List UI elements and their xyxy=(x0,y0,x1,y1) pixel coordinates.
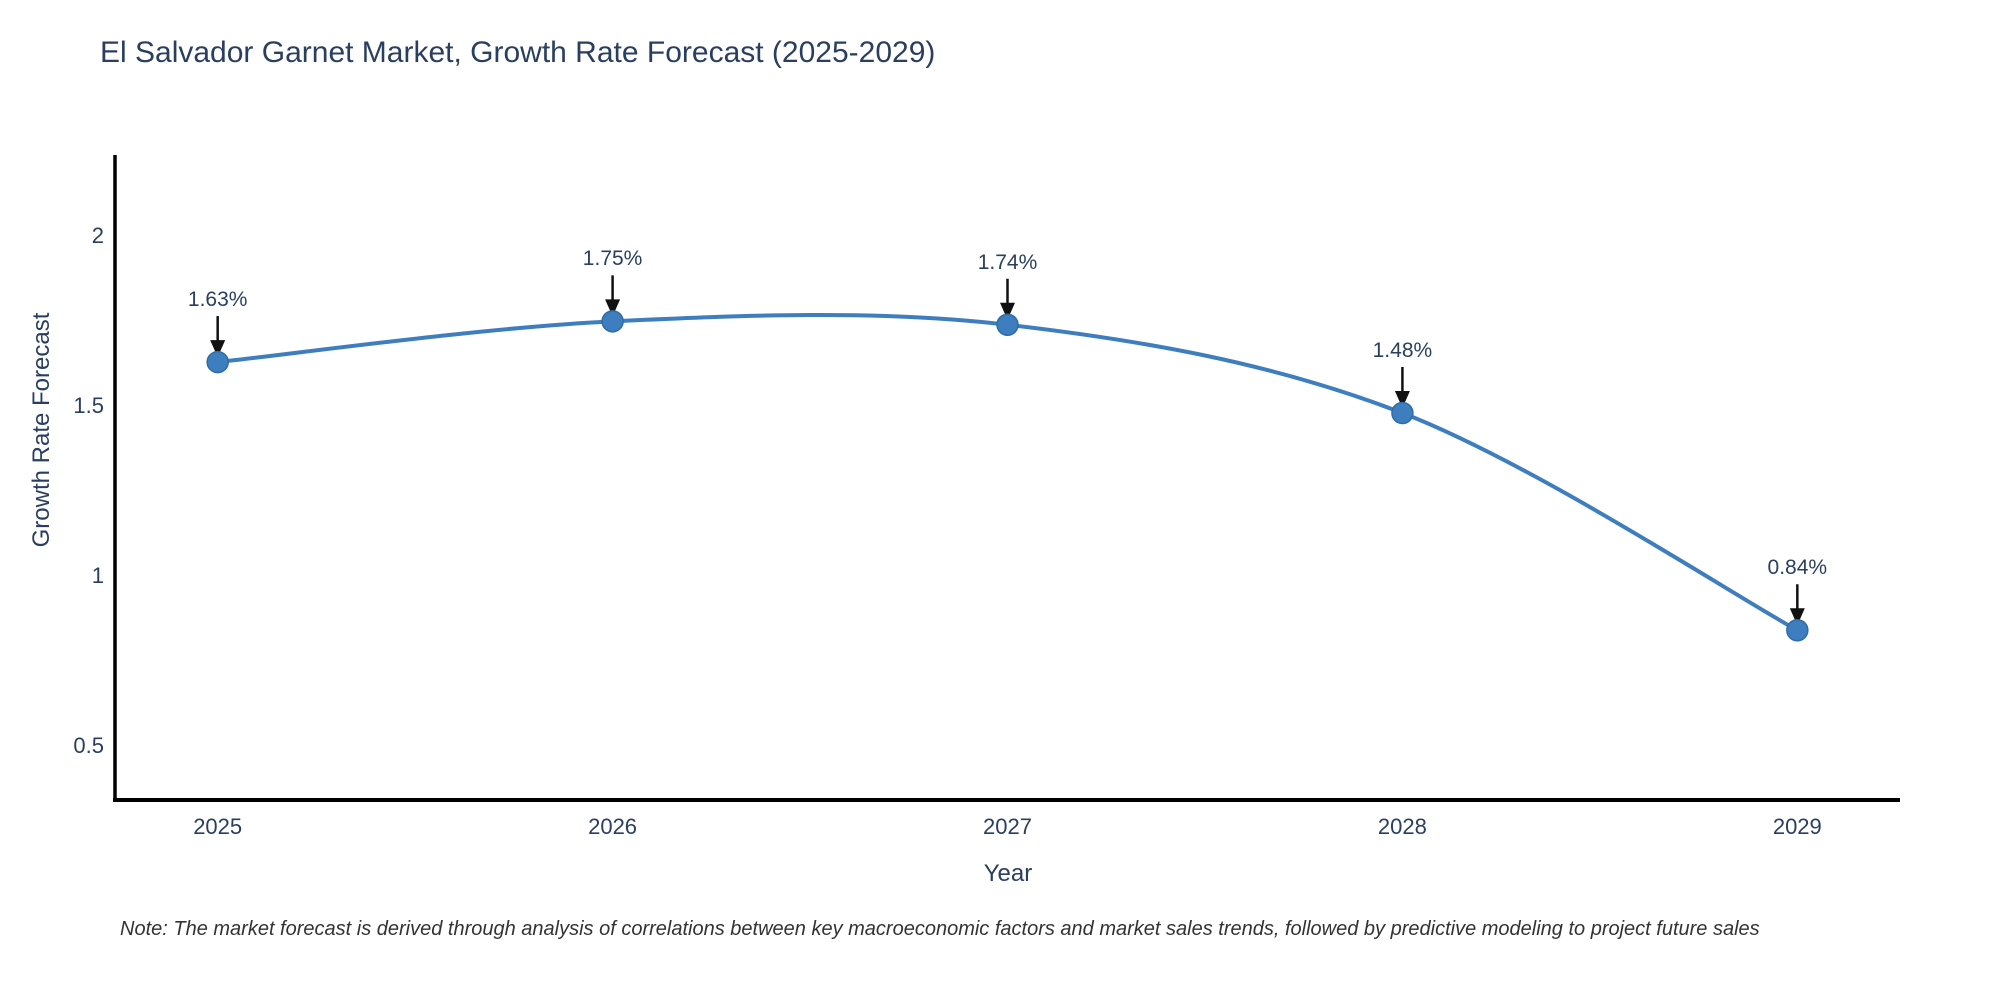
annotation-arrowhead-icon xyxy=(1000,302,1015,320)
y-tick-label: 1.5 xyxy=(73,393,104,419)
data-point-marker[interactable] xyxy=(996,313,1019,336)
y-tick-label: 2 xyxy=(91,223,104,249)
x-axis-title: Year xyxy=(983,860,1033,887)
y-axis-title: Growth Rate Forecast xyxy=(28,312,55,548)
x-tick-label: 2025 xyxy=(193,814,243,839)
point-value-label: 1.63% xyxy=(187,288,248,312)
data-point-marker[interactable] xyxy=(206,350,229,374)
x-tick-label: 2026 xyxy=(588,814,638,839)
x-tick-label: 2029 xyxy=(1772,814,1822,839)
annotation-arrowhead-icon xyxy=(210,340,226,358)
chart-title: El Salvador Garnet Market, Growth Rate F… xyxy=(100,36,936,69)
footnote: Note: The market forecast is derived thr… xyxy=(120,918,1760,940)
annotation-arrowhead-icon xyxy=(1789,608,1805,626)
x-tick-label: 2027 xyxy=(983,814,1032,839)
x-tick-label: 2028 xyxy=(1377,814,1427,839)
data-point-marker[interactable] xyxy=(1786,619,1809,642)
y-tick-label: 0.5 xyxy=(73,732,104,758)
forecast-line xyxy=(215,312,1800,633)
point-value-label: 1.48% xyxy=(1372,339,1433,362)
point-value-label: 0.84% xyxy=(1767,556,1828,580)
annotation-arrowhead-icon xyxy=(605,299,621,317)
data-point-marker[interactable] xyxy=(1391,401,1414,425)
y-tick-label: 1 xyxy=(91,562,104,588)
point-value-label: 1.75% xyxy=(582,247,643,271)
annotation-arrowhead-icon xyxy=(1394,391,1410,408)
point-value-label: 1.74% xyxy=(977,250,1038,274)
data-point-marker[interactable] xyxy=(601,310,624,333)
